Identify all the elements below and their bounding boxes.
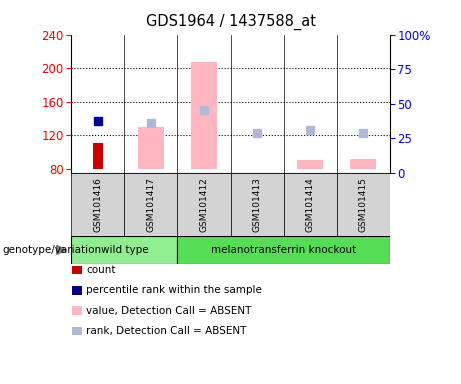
Bar xyxy=(71,173,124,236)
Polygon shape xyxy=(57,245,66,255)
Text: percentile rank within the sample: percentile rank within the sample xyxy=(86,285,262,295)
Text: genotype/variation: genotype/variation xyxy=(2,245,101,255)
Bar xyxy=(71,236,177,264)
Bar xyxy=(191,62,217,169)
Text: melanotransferrin knockout: melanotransferrin knockout xyxy=(211,245,356,255)
Bar xyxy=(72,266,82,274)
Bar xyxy=(138,127,164,169)
Bar xyxy=(350,159,376,169)
Bar xyxy=(72,286,82,295)
Bar xyxy=(72,306,82,315)
Bar xyxy=(72,327,82,335)
Text: GSM101413: GSM101413 xyxy=(253,177,261,232)
Bar xyxy=(177,236,390,264)
Bar xyxy=(337,173,390,236)
Text: rank, Detection Call = ABSENT: rank, Detection Call = ABSENT xyxy=(86,326,247,336)
Text: value, Detection Call = ABSENT: value, Detection Call = ABSENT xyxy=(86,306,252,316)
Text: count: count xyxy=(86,265,116,275)
Text: wild type: wild type xyxy=(100,245,148,255)
Text: GSM101415: GSM101415 xyxy=(359,177,367,232)
Text: GSM101416: GSM101416 xyxy=(94,177,102,232)
Bar xyxy=(297,160,323,169)
Bar xyxy=(93,144,103,169)
Text: GSM101412: GSM101412 xyxy=(200,177,208,232)
Bar xyxy=(177,173,230,236)
Bar xyxy=(124,173,177,236)
Text: GSM101414: GSM101414 xyxy=(306,177,314,232)
Text: GSM101417: GSM101417 xyxy=(147,177,155,232)
Text: GDS1964 / 1437588_at: GDS1964 / 1437588_at xyxy=(146,13,315,30)
Bar xyxy=(230,173,284,236)
Bar xyxy=(284,173,337,236)
